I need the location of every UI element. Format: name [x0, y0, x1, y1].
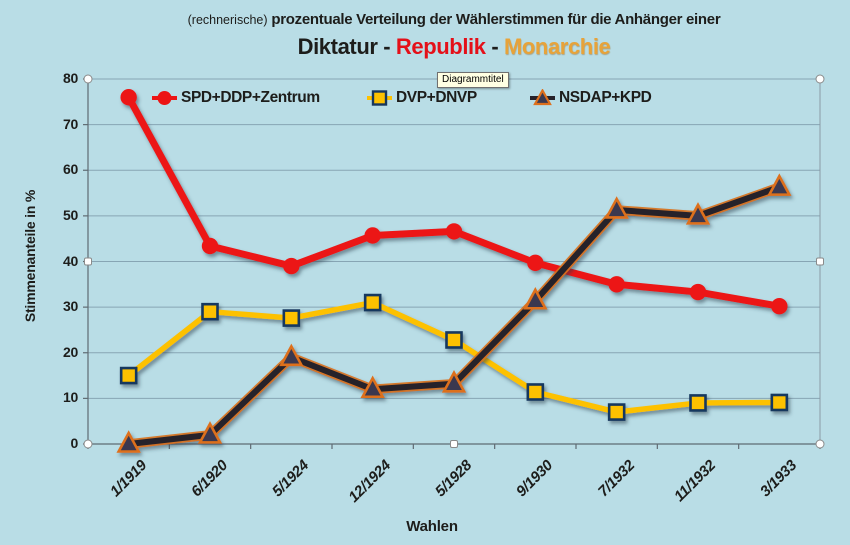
y-tick-label-30: 30 [63, 298, 78, 315]
y-tick-label-60: 60 [63, 161, 78, 178]
legend-yellow-square-marker-icon [366, 89, 393, 107]
chart-subtitle: (rechnerische) prozentuale Verteilung de… [58, 11, 850, 28]
data-point-NSDAP+KPD-12/1924[interactable] [360, 375, 385, 399]
data-point-DVP+DNVP-1/1919[interactable] [119, 366, 138, 385]
title-separator: - [377, 34, 396, 59]
series-line-SPD+DDP+Zentrum[interactable] [125, 93, 783, 310]
y-tick-label-20: 20 [63, 343, 78, 360]
data-point-DVP+DNVP-5/1924[interactable] [282, 309, 301, 327]
data-point-SPD+DDP+Zentrum-7/1932[interactable] [608, 276, 625, 293]
data-point-DVP+DNVP-9/1930[interactable] [526, 383, 545, 401]
data-point-NSDAP+KPD-1/1919[interactable] [116, 430, 141, 453]
data-point-SPD+DDP+Zentrum-9/1930[interactable] [527, 254, 544, 272]
data-point-SPD+DDP+Zentrum-1/1919[interactable] [120, 89, 137, 106]
series-DVP+DNVP[interactable] [119, 293, 789, 421]
legend-item-nsdap-kpd[interactable]: NSDAP+KPD [529, 88, 652, 108]
data-point-SPD+DDP+Zentrum-6/1920[interactable] [201, 237, 219, 255]
data-point-DVP+DNVP-7/1932[interactable] [607, 403, 626, 421]
data-point-NSDAP+KPD-5/1924[interactable] [279, 343, 304, 367]
selection-handle[interactable] [83, 439, 93, 449]
y-tick-label-0: 0 [70, 435, 79, 451]
y-axis-title: Stimmenanteile in % [22, 189, 38, 323]
selection-handle[interactable] [815, 439, 825, 449]
series-SPD+DDP+Zentrum[interactable] [120, 89, 788, 315]
y-tick-label-50: 50 [63, 206, 78, 223]
series-NSDAP+KPD[interactable] [116, 173, 792, 453]
subtitle-text: prozentuale Verteilung der Wählerstimmen… [271, 11, 721, 28]
chart-title-tooltip: Diagrammtitel [437, 72, 509, 88]
title-part-monarchie: Monarchie [503, 34, 611, 59]
legend-label: DVP+DNVP [396, 89, 477, 106]
y-tick-label-70: 70 [63, 115, 78, 132]
series-line-DVP+DNVP[interactable] [125, 299, 783, 415]
selection-handle[interactable] [816, 257, 824, 266]
selection-handle[interactable] [815, 74, 825, 84]
legend-red-circle-marker-icon [151, 89, 178, 107]
data-point-SPD+DDP+Zentrum-5/1928[interactable] [445, 223, 463, 240]
data-point-DVP+DNVP-3/1933[interactable] [770, 393, 789, 412]
data-point-NSDAP+KPD-9/1930[interactable] [523, 287, 548, 310]
chart-title: Diktatur - Republik - Monarchie [58, 34, 850, 60]
selection-handle[interactable] [84, 257, 92, 266]
y-tick-label-10: 10 [63, 389, 78, 406]
data-point-DVP+DNVP-5/1928[interactable] [445, 331, 463, 349]
title-part-republik: Republik [395, 34, 486, 59]
y-tick-label-80: 80 [63, 70, 78, 86]
legend-item-dvp-dnvp[interactable]: DVP+DNVP [366, 88, 477, 108]
data-point-NSDAP+KPD-7/1932[interactable] [604, 196, 629, 219]
y-tick-label-40: 40 [63, 252, 78, 269]
data-point-NSDAP+KPD-3/1933[interactable] [767, 173, 792, 196]
data-point-NSDAP+KPD-5/1928[interactable] [441, 370, 467, 393]
title-separator: - [485, 34, 504, 59]
legend-label: NSDAP+KPD [559, 89, 652, 106]
legend-item-spd-ddp-zentrum[interactable]: SPD+DDP+Zentrum [151, 88, 320, 108]
data-point-SPD+DDP+Zentrum-12/1924[interactable] [364, 227, 381, 244]
data-point-SPD+DDP+Zentrum-3/1933[interactable] [771, 298, 788, 315]
legend-label: SPD+DDP+Zentrum [181, 89, 320, 106]
data-point-DVP+DNVP-11/1932[interactable] [689, 394, 707, 412]
data-point-NSDAP+KPD-11/1932[interactable] [685, 202, 711, 225]
data-point-SPD+DDP+Zentrum-11/1932[interactable] [689, 283, 707, 301]
selection-handle[interactable] [450, 440, 458, 448]
subtitle-prefix: (rechnerische) [187, 13, 268, 27]
legend-black-triangle-marker-icon [529, 89, 556, 107]
x-axis-title: Wahlen [406, 518, 458, 535]
data-point-DVP+DNVP-6/1920[interactable] [201, 302, 219, 321]
title-part-diktatur: Diktatur [297, 34, 378, 59]
data-point-SPD+DDP+Zentrum-5/1924[interactable] [283, 257, 300, 275]
data-point-DVP+DNVP-12/1924[interactable] [363, 293, 382, 312]
selection-handle[interactable] [83, 74, 93, 84]
data-point-NSDAP+KPD-6/1920[interactable] [197, 421, 223, 444]
